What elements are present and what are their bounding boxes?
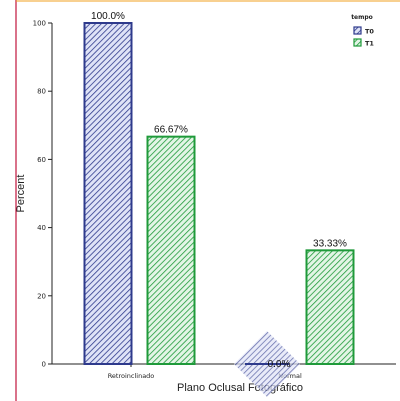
axes: 0 20 40 60 80 100 Percent Retroinclinado Normal P… bbox=[15, 20, 396, 394]
data-label-t0-retroinclinado: 100.0% bbox=[91, 11, 125, 22]
legend: tempo T0 T1 bbox=[351, 14, 374, 48]
legend-label-t0: T0 bbox=[365, 28, 374, 36]
y-axis-title: Percent bbox=[15, 175, 27, 213]
bar-t0-retroinclinado bbox=[83, 22, 133, 365]
y-tick-label: 60 bbox=[37, 156, 46, 164]
data-label-t1-retroinclinado: 66.67% bbox=[154, 125, 188, 136]
legend-swatch-t1 bbox=[353, 38, 362, 47]
data-label-t1-normal: 33.33% bbox=[313, 238, 347, 249]
y-tick-label: 80 bbox=[37, 88, 46, 96]
y-tick-label: 40 bbox=[37, 224, 46, 232]
y-tick-label: 20 bbox=[37, 292, 46, 300]
y-tick-label: 0 bbox=[42, 361, 46, 369]
legend-swatch-t0 bbox=[353, 26, 362, 35]
bar-t1-normal bbox=[305, 249, 355, 365]
x-tick-label-normal: Normal bbox=[278, 372, 302, 380]
data-label-t0-normal: 0.0% bbox=[268, 359, 291, 370]
data-labels: 100.0% 66.67% 0.0% 33.33% bbox=[91, 11, 347, 370]
x-axis-title: Plano Oclusal Fotográfico bbox=[177, 382, 303, 394]
bars bbox=[83, 22, 355, 397]
bar-t1-retroinclinado bbox=[146, 135, 196, 365]
y-tick-label: 100 bbox=[33, 20, 46, 28]
legend-label-t1: T1 bbox=[365, 40, 374, 48]
x-tick-label-retroinclinado: Retroinclinado bbox=[108, 372, 155, 380]
legend-title: tempo bbox=[351, 14, 373, 21]
